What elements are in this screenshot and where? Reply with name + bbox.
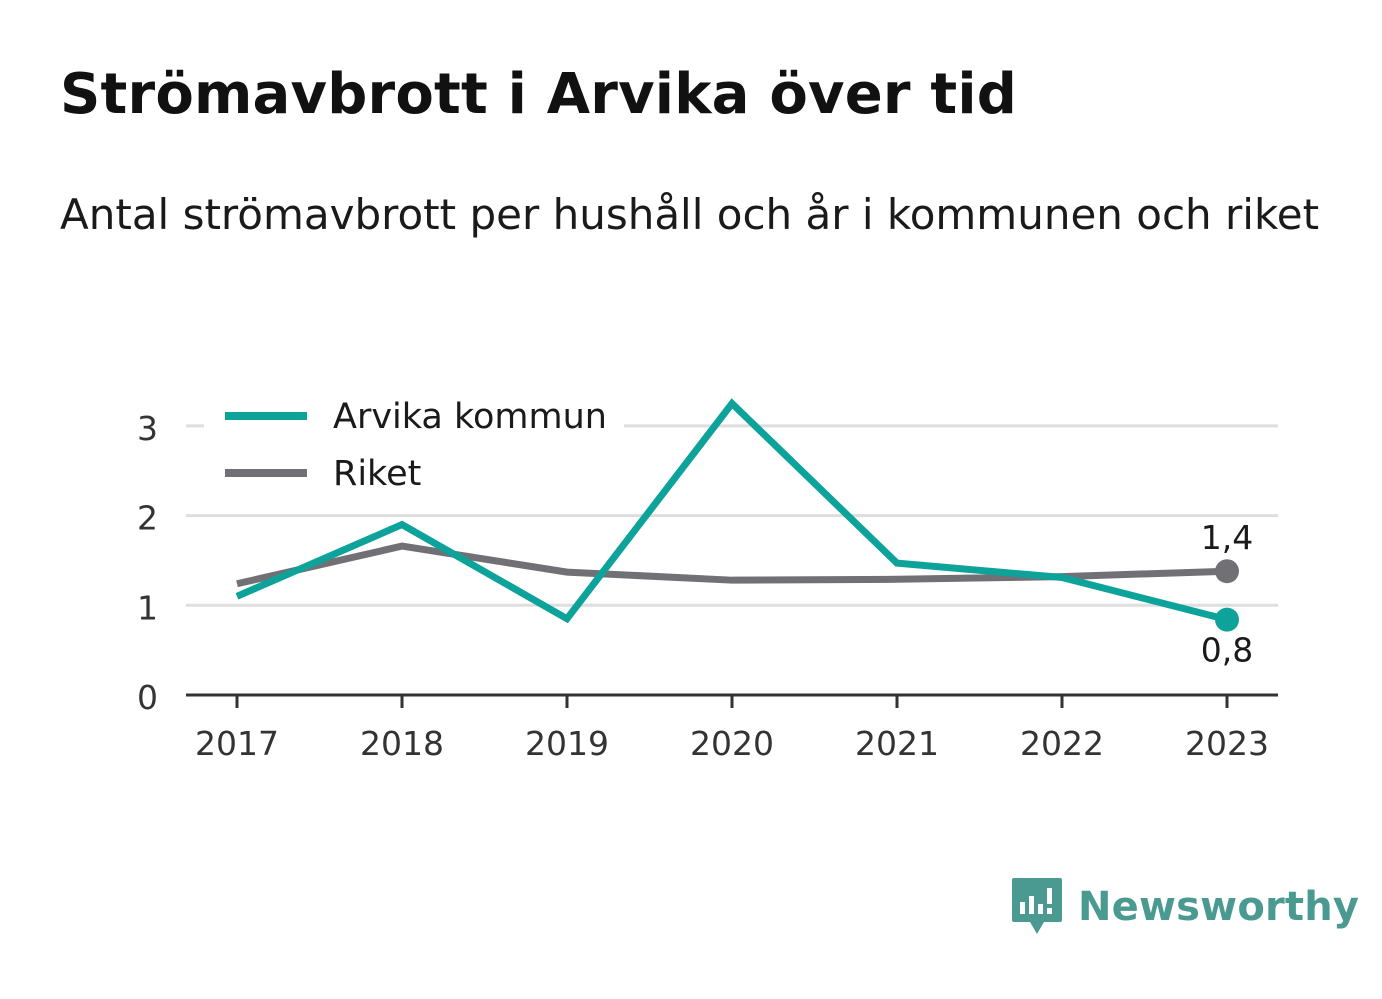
x-tick-label: 2019 — [525, 724, 609, 763]
chart-title: Strömavbrott i Arvika över tid — [60, 62, 1018, 127]
newsworthy-logo-icon — [1012, 878, 1062, 934]
series-lines — [235, 398, 1228, 624]
series-line — [235, 398, 1228, 624]
data-label: 0,8 — [1201, 631, 1253, 670]
x-tick-label: 2023 — [1185, 724, 1269, 763]
series-endpoints: 0,8 1,4 — [1201, 518, 1253, 669]
legend-label: Riket — [333, 454, 421, 494]
y-axis-tick-labels: 0 1 2 3 — [137, 409, 158, 717]
series-endpoint — [1215, 607, 1239, 632]
legend-label: Arvika kommun — [333, 397, 607, 437]
x-tick-label: 2018 — [360, 724, 444, 763]
x-axis — [186, 693, 1278, 708]
chart-subtitle: Antal strömavbrott per hushåll och år i … — [60, 190, 1320, 239]
x-tick-label: 2017 — [195, 724, 279, 763]
legend-background — [204, 386, 624, 504]
y-tick-label: 3 — [137, 409, 158, 448]
x-tick-label: 2022 — [1020, 724, 1104, 763]
x-tick-label: 2021 — [855, 724, 939, 763]
brand-name: Newsworthy — [1078, 884, 1360, 930]
y-tick-label: 0 — [137, 678, 158, 717]
series-endpoint — [1215, 559, 1239, 584]
data-label: 1,4 — [1201, 518, 1253, 557]
y-tick-label: 1 — [137, 588, 158, 627]
x-tick-label: 2020 — [690, 724, 774, 763]
y-tick-label: 2 — [137, 499, 158, 538]
legend: Arvika kommun Riket — [204, 386, 624, 504]
x-axis-tick-labels: 2017 2018 2019 2020 2021 2022 2023 — [195, 724, 1269, 763]
brand-logo: Newsworthy — [1010, 876, 1359, 938]
